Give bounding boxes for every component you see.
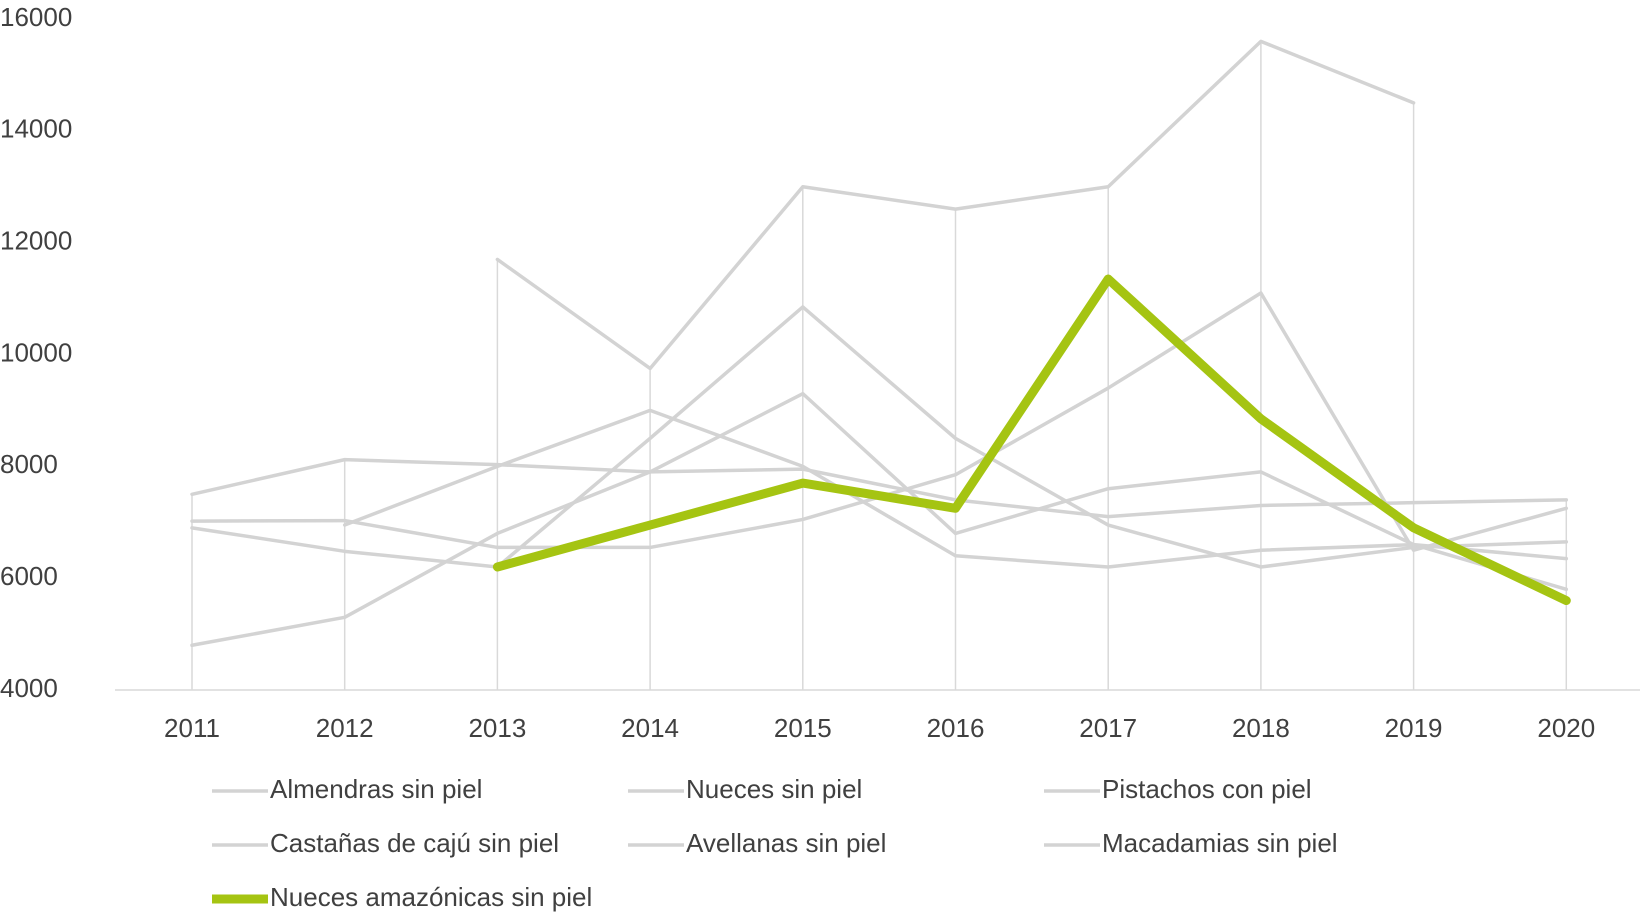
legend-label: Almendras sin piel [270, 774, 482, 804]
y-tick-label: 10000 [0, 337, 72, 367]
series-line [342, 408, 1569, 592]
x-tick-label: 2016 [927, 713, 985, 743]
legend-label: Avellanas sin piel [686, 828, 886, 858]
series-line [495, 39, 1416, 371]
x-tick-label: 2020 [1537, 713, 1595, 743]
series-line [190, 457, 1569, 519]
x-tick-label: 2015 [774, 713, 832, 743]
legend-label: Nueces sin piel [686, 774, 862, 804]
x-tick-label: 2013 [468, 713, 526, 743]
y-tick-label: 12000 [0, 226, 72, 256]
series-line [190, 305, 1569, 569]
x-tick-label: 2017 [1079, 713, 1137, 743]
y-tick-label: 6000 [0, 561, 58, 591]
y-tick-label: 14000 [0, 114, 72, 144]
legend-label: Nueces amazónicas sin piel [270, 882, 592, 912]
y-tick-label: 16000 [0, 2, 72, 32]
x-tick-label: 2011 [164, 713, 220, 743]
x-tick-label: 2019 [1385, 713, 1443, 743]
y-tick-label: 4000 [0, 673, 58, 703]
y-tick-label: 8000 [0, 449, 58, 479]
x-tick-label: 2014 [621, 713, 679, 743]
x-tick-label: 2012 [316, 713, 374, 743]
legend-label: Macadamias sin piel [1102, 828, 1338, 858]
series-line [492, 274, 1571, 606]
legend-label: Castañas de cajú sin piel [270, 828, 559, 858]
x-tick-label: 2018 [1232, 713, 1290, 743]
series-line [190, 391, 1569, 648]
legend-label: Pistachos con piel [1102, 774, 1312, 804]
